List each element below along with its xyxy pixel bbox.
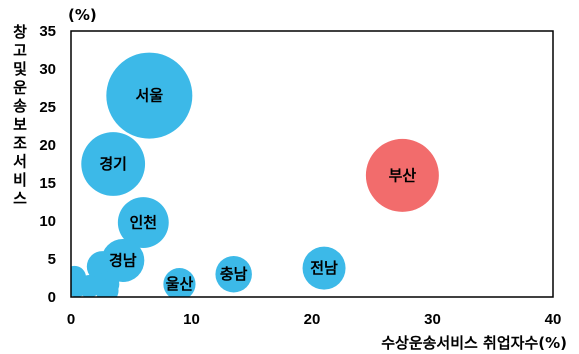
x-tick-label: 40 — [545, 311, 562, 328]
bubble-부산 — [365, 138, 439, 212]
bubble-경기 — [81, 132, 146, 196]
y-tick-label: 25 — [39, 99, 56, 116]
bubble-울산 — [163, 267, 196, 297]
x-axis-title: 수상운송서비스 취업자수(%) — [381, 334, 567, 352]
x-tick-label: 0 — [67, 311, 75, 328]
y-tick-label: 5 — [48, 251, 56, 268]
y-tick-label: 35 — [39, 23, 56, 40]
y-tick-label: 20 — [39, 137, 56, 154]
y-tick-label: 15 — [39, 175, 56, 192]
bubbles — [71, 52, 439, 297]
x-tick-label: 30 — [424, 311, 441, 328]
y-unit-label: (%) — [68, 6, 97, 24]
bubble-인천 — [117, 197, 169, 248]
bubble-서울 — [106, 52, 193, 139]
y-axis-ticks: 0 5 10 15 20 25 30 35 — [39, 23, 56, 306]
bubble-label: 전남 — [310, 259, 338, 277]
bubble-label: 충남 — [220, 265, 248, 283]
bubble-label: 경기 — [99, 155, 127, 173]
bubble-전남 — [302, 246, 346, 290]
y-tick-label: 10 — [39, 213, 56, 230]
bubble-label: 인천 — [129, 214, 157, 232]
bubble-label: 울산 — [166, 275, 194, 293]
plot-frame — [70, 30, 554, 298]
bubble-label: 경남 — [109, 252, 137, 270]
y-tick-label: 30 — [39, 61, 56, 78]
x-tick-label: 20 — [304, 311, 321, 328]
bubble-unlabeled — [95, 279, 119, 297]
x-tick-label: 10 — [183, 311, 200, 328]
x-axis-ticks: 0 10 20 30 40 — [67, 311, 562, 328]
bubble-unlabeled — [77, 274, 101, 297]
bubble-충남 — [215, 255, 252, 293]
y-tick-label: 0 — [48, 289, 56, 306]
bubble-label: 서울 — [136, 87, 164, 105]
bubble-label: 부산 — [389, 166, 417, 184]
